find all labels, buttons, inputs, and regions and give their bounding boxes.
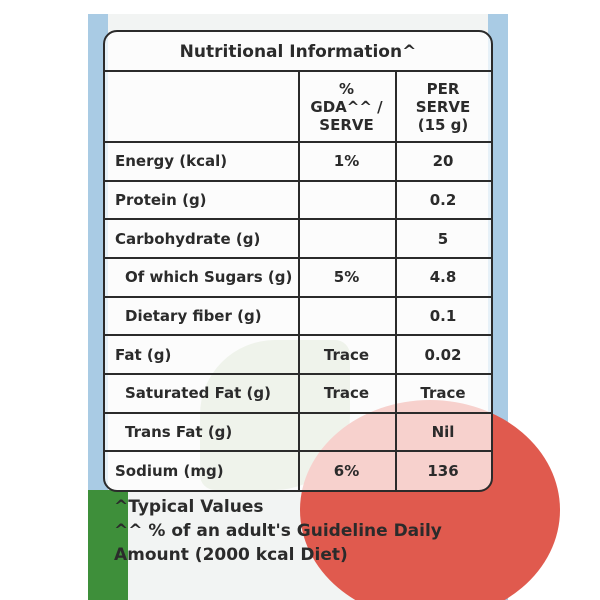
divider: [105, 218, 491, 221]
divider: [105, 450, 491, 453]
nutrition-table: Nutritional Information^ % GDA^^ / SERVE P…: [103, 30, 493, 492]
leaf-image: [88, 490, 128, 600]
row-label: Carbohydrate (g): [115, 229, 261, 248]
serve-value: 0.2: [429, 190, 457, 209]
serve-value: 0.1: [429, 306, 457, 325]
header-cell: PER SERVE (15 g): [415, 80, 471, 134]
divider: [105, 257, 491, 259]
row-label: Saturated Fat (g): [125, 384, 271, 403]
row-label: Trans Fat (g): [125, 422, 233, 441]
footnote: ^^ % of an adult's Guideline Daily Amoun…: [114, 521, 442, 565]
title: Nutritional Information^: [179, 42, 417, 62]
divider: [105, 179, 491, 182]
row-label: Of which Sugars (g): [125, 268, 293, 287]
row-label: Fat (g): [115, 345, 172, 364]
divider: [105, 295, 491, 298]
serve-value: 20: [432, 152, 454, 171]
serve-value: Nil: [431, 422, 455, 441]
divider: [105, 373, 491, 375]
header-cell: % GDA^^ / SERVE: [310, 80, 383, 134]
footnotes: ^Typical Values ^^ % of an adult's Guide…: [114, 495, 494, 567]
serve-value: Trace: [420, 384, 466, 403]
row-label: Sodium (mg): [115, 461, 224, 480]
serve-value: 4.8: [429, 268, 457, 287]
gda-value: Trace: [323, 345, 370, 364]
divider: [105, 334, 491, 337]
divider: [395, 70, 397, 490]
serve-value: 5: [437, 229, 449, 248]
footnote: ^Typical Values: [114, 497, 264, 517]
gda-value: Trace: [323, 384, 370, 403]
gda-value: 1%: [333, 152, 360, 171]
gda-value: 6%: [333, 461, 360, 480]
divider: [298, 70, 300, 490]
row-label: Dietary fiber (g): [125, 306, 262, 325]
serve-value: 136: [427, 461, 459, 480]
divider: [105, 141, 491, 143]
row-label: Energy (kcal): [115, 152, 228, 171]
row-label: Protein (g): [115, 190, 207, 209]
divider: [105, 411, 491, 414]
serve-value: 0.02: [424, 345, 462, 364]
gda-value: 5%: [333, 268, 360, 287]
